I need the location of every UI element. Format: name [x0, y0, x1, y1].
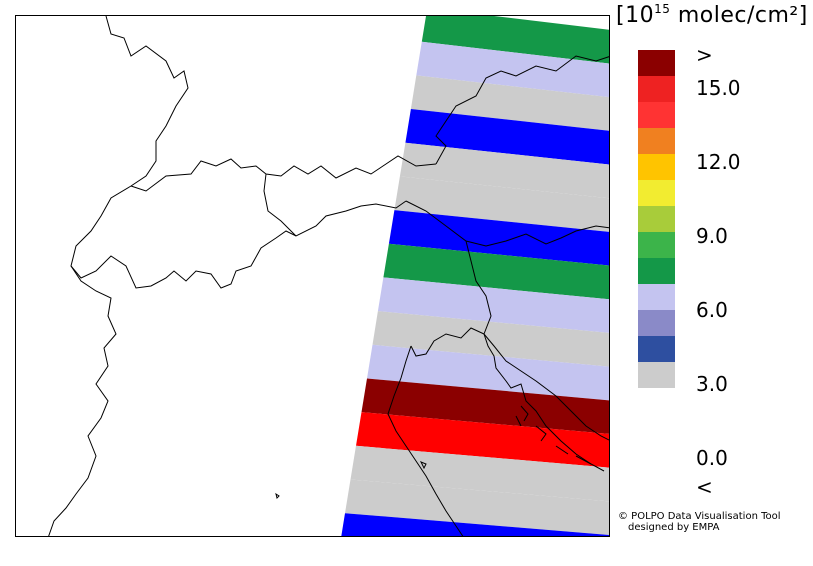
swath-pixel: [341, 513, 609, 536]
legend-swatch-13.5-15: [638, 102, 675, 128]
swath-pixel: [421, 16, 609, 64]
unit-exponent: 15: [654, 2, 671, 16]
map-canvas: [48, 16, 609, 536]
coastline-adriatic-north: [410, 327, 485, 357]
swath-pixel: [410, 75, 609, 131]
legend-swatch-10.5-12: [638, 154, 675, 180]
legend-swatch-below-min: [638, 362, 675, 388]
unit-suffix: molec/cm²]: [670, 3, 808, 28]
legend-swatch-3-4.5: [638, 284, 675, 310]
border-slovenia-croatia: [465, 240, 609, 441]
swath-pixel: [361, 378, 609, 434]
swath-pixel: [399, 142, 609, 199]
legend-swatch-6-7.5: [638, 232, 675, 258]
legend-swatch-above-max: [638, 50, 675, 76]
legend-label: 9.0: [696, 224, 728, 248]
swath-pixel: [377, 277, 609, 333]
legend-swatch-0-1.5: [638, 336, 675, 362]
legend-swatch-9-10.5: [638, 180, 675, 206]
islands-croatia: [515, 405, 592, 465]
border-switzerland-east: [263, 173, 297, 237]
credit-line-1: © POLPO Data Visualisation Tool: [618, 511, 781, 522]
border-france-germany: [105, 16, 189, 187]
legend-label: >: [696, 43, 713, 67]
legend-label: 3.0: [696, 372, 728, 396]
legend-label: 15.0: [696, 76, 741, 100]
swath-pixel: [405, 109, 609, 165]
swath-pixel: [367, 344, 609, 401]
swath-pixel: [383, 243, 609, 300]
legend-label: 12.0: [696, 150, 741, 174]
island-small: [275, 461, 427, 499]
legend-swatch-15-16.5: [638, 76, 675, 102]
border-austria-north: [435, 55, 609, 165]
coastline-istria: [483, 333, 605, 472]
legend-swatch-12-13.5: [638, 128, 675, 154]
swath-pixel: [345, 479, 609, 536]
legend-swatch-1.5-3: [638, 310, 675, 336]
border-switzerland: [130, 155, 437, 192]
legend-unit-title: [1015 molec/cm²]: [616, 2, 808, 28]
credit-line-2: designed by EMPA: [628, 522, 720, 533]
swath-pixel: [372, 311, 609, 367]
coastline-italy-east: [387, 345, 464, 536]
credit-text: © POLPO Data Visualisation Tool designed…: [618, 511, 781, 533]
legend-label: <: [696, 475, 713, 499]
swath-pixel: [394, 176, 609, 232]
legend-swatch-4.5-6: [638, 258, 675, 284]
legend-label: 0.0: [696, 446, 728, 470]
legend-swatch-7.5-9: [638, 206, 675, 232]
border-switzerland-south: [70, 185, 407, 289]
swath-pixel: [416, 41, 609, 98]
legend-label: 6.0: [696, 298, 728, 322]
unit-prefix: [10: [616, 3, 655, 28]
border-austria-italy: [405, 200, 609, 247]
map-panel: [15, 15, 610, 537]
border-france-italy: [48, 265, 117, 536]
swath-pixel: [356, 412, 609, 468]
country-borders: [48, 16, 609, 536]
